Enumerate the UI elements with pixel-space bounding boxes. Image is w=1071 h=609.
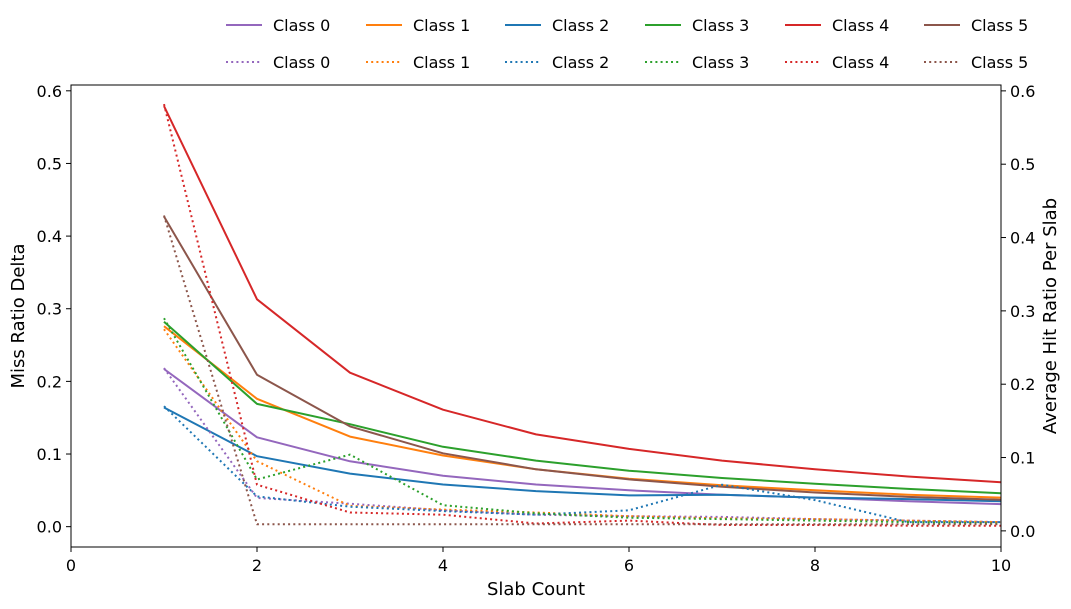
series-line-solid-class-5 [163, 215, 1002, 501]
plot-lines [163, 103, 1002, 527]
legend-label: Class 5 [971, 53, 1028, 72]
legend-label: Class 0 [273, 53, 330, 72]
series-line-solid-class-2 [163, 406, 1002, 503]
y-left-tick-label: 0.3 [37, 300, 62, 319]
series-line-solid-class-4 [163, 105, 1002, 484]
y-left-tick-label: 0.1 [37, 445, 62, 464]
y-right-tick-label: 0.6 [1010, 82, 1035, 101]
x-tick-label: 4 [438, 556, 448, 575]
legend-label: Class 5 [971, 16, 1028, 35]
series-line-dotted-class-3 [163, 317, 1002, 525]
y-axis-right: 0.0 0.1 0.2 0.3 0.4 0.5 0.6 [1001, 82, 1035, 541]
x-tick-label: 8 [810, 556, 820, 575]
legend-label: Class 4 [832, 16, 889, 35]
y-right-tick-label: 0.5 [1010, 155, 1035, 174]
legend-label: Class 3 [692, 53, 749, 72]
y-left-tick-label: 0.5 [37, 154, 62, 173]
legend-label: Class 4 [832, 53, 889, 72]
legend: Class 0 Class 1 Class 2 Class 3 Class 4 Class… [226, 16, 1028, 72]
y-right-tick-label: 0.0 [1010, 522, 1035, 541]
x-axis: 0 2 4 6 8 10 [66, 547, 1011, 575]
x-axis-title: Slab Count [487, 579, 585, 600]
y-left-tick-label: 0.2 [37, 372, 62, 391]
legend-label: Class 3 [692, 16, 749, 35]
y-right-tick-label: 0.4 [1010, 229, 1035, 248]
y-left-tick-label: 0.4 [37, 227, 62, 246]
y-axis-left-title: Miss Ratio Delta [8, 244, 29, 389]
series-line-dotted-class-5 [163, 215, 1001, 526]
x-tick-label: 10 [991, 556, 1011, 575]
series-line-dotted-class-1 [163, 328, 1002, 524]
series-line-solid-class-3 [163, 321, 1002, 495]
y-axis-right-title: Average Hit Ratio Per Slab [1040, 198, 1061, 434]
series-line-solid-class-0 [163, 368, 1002, 506]
x-tick-label: 2 [252, 556, 262, 575]
legend-label: Class 2 [552, 53, 609, 72]
legend-label: Class 1 [413, 53, 470, 72]
legend-label: Class 1 [413, 16, 470, 35]
x-tick-label: 6 [624, 556, 634, 575]
y-left-tick-label: 0.0 [37, 518, 62, 537]
y-right-tick-label: 0.3 [1010, 302, 1035, 321]
y-right-tick-label: 0.2 [1010, 375, 1035, 394]
legend-label: Class 0 [273, 16, 330, 35]
plot-frame [70, 84, 1002, 548]
y-right-tick-label: 0.1 [1010, 449, 1035, 468]
y-axis-left: 0.0 0.1 0.2 0.3 0.4 0.5 0.6 [37, 82, 71, 537]
y-left-tick-label: 0.6 [37, 82, 62, 101]
series-line-dotted-class-2 [163, 405, 1001, 524]
x-tick-label: 0 [66, 556, 76, 575]
legend-label: Class 2 [552, 16, 609, 35]
